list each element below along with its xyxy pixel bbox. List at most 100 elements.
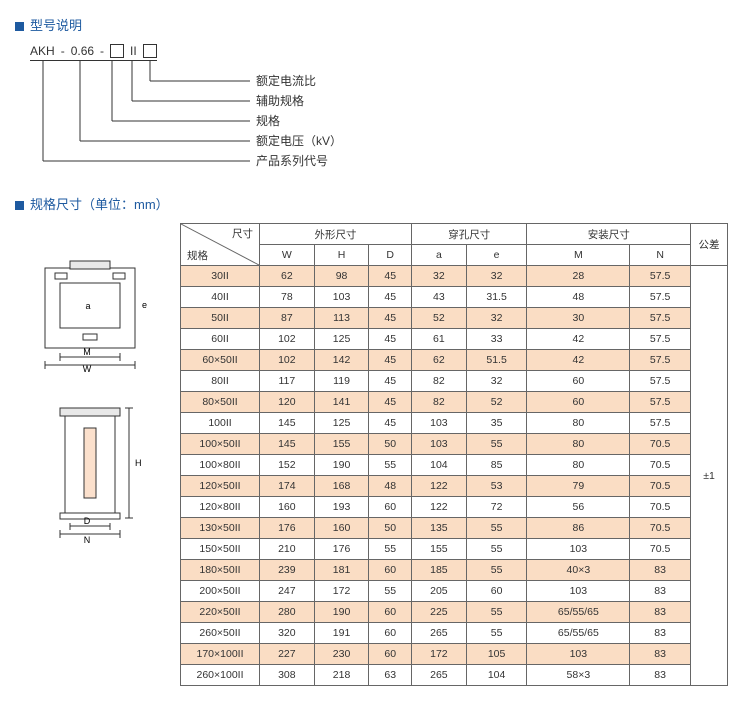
value-cell: 125 xyxy=(314,413,369,434)
value-cell: 57.5 xyxy=(630,308,691,329)
model-dash1: - xyxy=(61,44,65,58)
col-row: W H D a e M N xyxy=(181,245,728,266)
value-cell: 60 xyxy=(369,623,412,644)
value-cell: 57.5 xyxy=(630,350,691,371)
value-cell: 30 xyxy=(527,308,630,329)
value-cell: 174 xyxy=(260,476,315,497)
value-cell: 86 xyxy=(527,518,630,539)
value-cell: 113 xyxy=(314,308,369,329)
value-cell: 57.5 xyxy=(630,413,691,434)
value-cell: 60 xyxy=(369,497,412,518)
svg-text:D: D xyxy=(84,516,91,526)
value-cell: 58×3 xyxy=(527,665,630,686)
table-row: 60×50II102142456251.54257.5 xyxy=(181,350,728,371)
value-cell: 239 xyxy=(260,560,315,581)
section1-title: 型号说明 xyxy=(15,15,728,34)
value-cell: 191 xyxy=(314,623,369,644)
spec-cell: 40II xyxy=(181,287,260,308)
spec-cell: 120×80II xyxy=(181,497,260,518)
spec-cell: 60II xyxy=(181,329,260,350)
value-cell: 56 xyxy=(527,497,630,518)
spec-table: 尺寸 规格 外形尺寸 穿孔尺寸 安装尺寸 公差 W H D a e M N 30… xyxy=(180,223,728,686)
value-cell: 225 xyxy=(412,602,467,623)
model-lbl2: 辅助规格 xyxy=(256,93,304,108)
value-cell: 32 xyxy=(466,371,527,392)
value-cell: 142 xyxy=(314,350,369,371)
value-cell: 31.5 xyxy=(466,287,527,308)
value-cell: 85 xyxy=(466,455,527,476)
value-cell: 185 xyxy=(412,560,467,581)
value-cell: 176 xyxy=(314,539,369,560)
value-cell: 50 xyxy=(369,434,412,455)
svg-text:a: a xyxy=(85,301,90,311)
col-a: a xyxy=(412,245,467,266)
section2-text: 规格尺寸（单位：mm） xyxy=(30,197,169,212)
model-ladder: 额定电流比 辅助规格 规格 额定电压（kV） 产品系列代号 xyxy=(30,61,430,176)
spec-cell: 30II xyxy=(181,266,260,287)
value-cell: 83 xyxy=(630,644,691,665)
value-cell: 51.5 xyxy=(466,350,527,371)
table-section: a e M W H xyxy=(15,223,728,686)
value-cell: 57.5 xyxy=(630,392,691,413)
value-cell: 218 xyxy=(314,665,369,686)
value-cell: 172 xyxy=(412,644,467,665)
value-cell: 82 xyxy=(412,371,467,392)
value-cell: 103 xyxy=(412,434,467,455)
value-cell: 82 xyxy=(412,392,467,413)
value-cell: 40×3 xyxy=(527,560,630,581)
col-e: e xyxy=(466,245,527,266)
corner-top: 尺寸 xyxy=(232,226,253,241)
value-cell: 80 xyxy=(527,434,630,455)
table-row: 30II62984532322857.5±1 xyxy=(181,266,728,287)
value-cell: 53 xyxy=(466,476,527,497)
svg-text:e: e xyxy=(142,300,147,310)
value-cell: 70.5 xyxy=(630,476,691,497)
value-cell: 55 xyxy=(466,560,527,581)
value-cell: 308 xyxy=(260,665,315,686)
table-row: 40II78103454331.54857.5 xyxy=(181,287,728,308)
spec-cell: 150×50II xyxy=(181,539,260,560)
value-cell: 320 xyxy=(260,623,315,644)
value-cell: 35 xyxy=(466,413,527,434)
spec-cell: 50II xyxy=(181,308,260,329)
value-cell: 122 xyxy=(412,476,467,497)
spec-table-head: 尺寸 规格 外形尺寸 穿孔尺寸 安装尺寸 公差 W H D a e M N xyxy=(181,224,728,266)
value-cell: 55 xyxy=(466,539,527,560)
value-cell: 125 xyxy=(314,329,369,350)
value-cell: 45 xyxy=(369,392,412,413)
value-cell: 98 xyxy=(314,266,369,287)
value-cell: 119 xyxy=(314,371,369,392)
spec-cell: 80×50II xyxy=(181,392,260,413)
value-cell: 193 xyxy=(314,497,369,518)
value-cell: 80 xyxy=(527,413,630,434)
section1-dot xyxy=(15,22,24,31)
value-cell: 78 xyxy=(260,287,315,308)
value-cell: 105 xyxy=(466,644,527,665)
value-cell: 70.5 xyxy=(630,455,691,476)
value-cell: 190 xyxy=(314,455,369,476)
table-row: 220×50II280190602255565/55/6583 xyxy=(181,602,728,623)
value-cell: 55 xyxy=(466,518,527,539)
value-cell: 63 xyxy=(369,665,412,686)
model-p1: AKH xyxy=(30,44,55,58)
model-lbl1: 额定电流比 xyxy=(256,73,316,88)
section1-text: 型号说明 xyxy=(30,18,82,33)
value-cell: 103 xyxy=(527,581,630,602)
value-cell: 60 xyxy=(527,371,630,392)
spec-cell: 170×100II xyxy=(181,644,260,665)
value-cell: 265 xyxy=(412,665,467,686)
value-cell: 48 xyxy=(527,287,630,308)
value-cell: 60 xyxy=(369,602,412,623)
svg-text:N: N xyxy=(84,535,91,545)
value-cell: 28 xyxy=(527,266,630,287)
value-cell: 103 xyxy=(527,539,630,560)
table-row: 200×50II247172552056010383 xyxy=(181,581,728,602)
value-cell: 70.5 xyxy=(630,497,691,518)
value-cell: 145 xyxy=(260,434,315,455)
svg-text:W: W xyxy=(83,364,92,373)
model-parts: AKH - 0.66 - II xyxy=(30,44,157,61)
value-cell: 135 xyxy=(412,518,467,539)
svg-text:M: M xyxy=(83,347,91,357)
value-cell: 79 xyxy=(527,476,630,497)
value-cell: 265 xyxy=(412,623,467,644)
